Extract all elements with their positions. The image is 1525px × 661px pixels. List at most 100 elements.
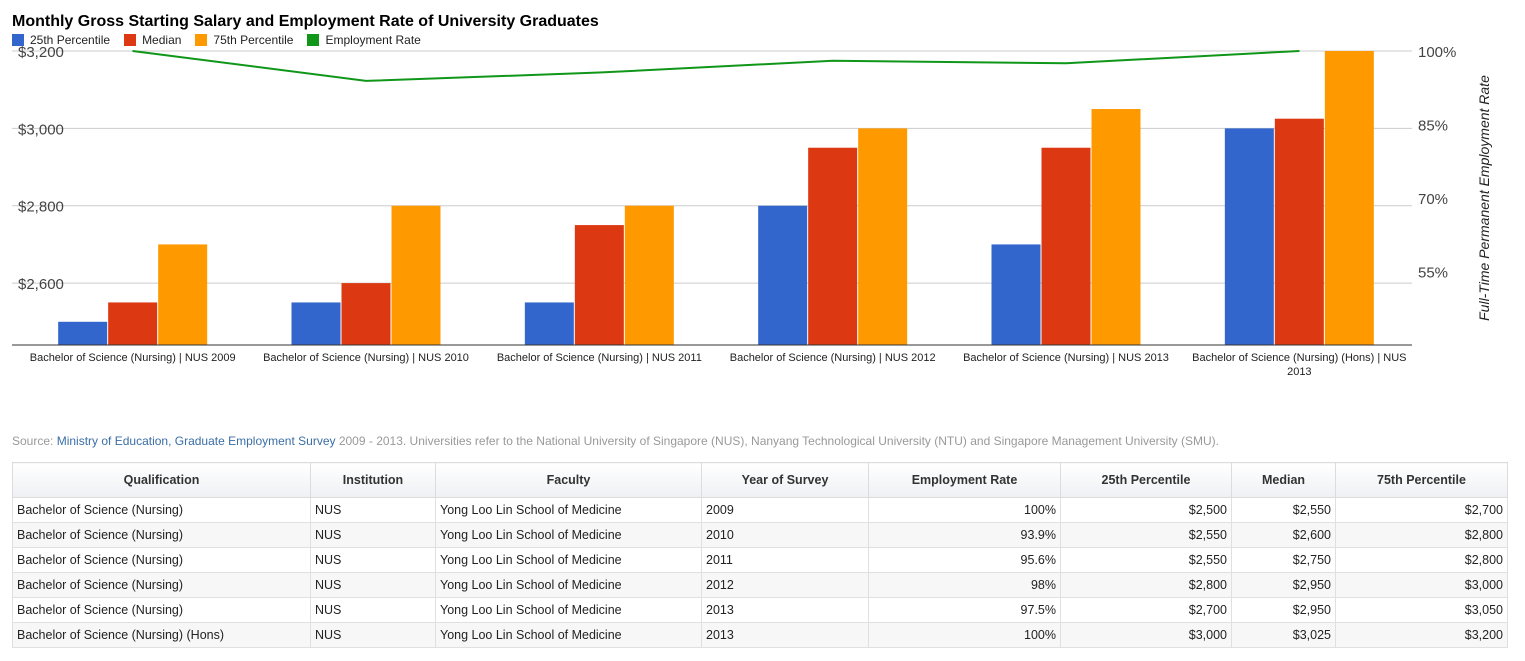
bar-2-1 — [391, 205, 441, 345]
table-cell: 95.6% — [868, 547, 1061, 573]
table-cell: Bachelor of Science (Nursing) — [12, 597, 311, 623]
legend-label: 25th Percentile — [30, 33, 111, 47]
table-cell: $2,800 — [1335, 547, 1508, 573]
column-header[interactable]: Year of Survey — [701, 462, 869, 498]
source-prefix: Source: — [12, 434, 57, 448]
column-header[interactable]: Faculty — [435, 462, 702, 498]
y-tick-label-right: 85% — [1418, 118, 1448, 135]
chart-title: Monthly Gross Starting Salary and Employ… — [12, 13, 599, 30]
table-cell: Bachelor of Science (Nursing) — [12, 522, 311, 548]
table-cell: 100% — [868, 622, 1061, 648]
legend-item-1: Median — [124, 33, 181, 47]
legend-label: Median — [142, 33, 182, 47]
table-cell: NUS — [310, 522, 436, 548]
table-cell: $2,800 — [1335, 522, 1508, 548]
table-cell: $3,050 — [1335, 597, 1508, 623]
bar-1-5 — [1274, 118, 1324, 346]
bar-2-4 — [1091, 109, 1141, 346]
table-cell: NUS — [310, 572, 436, 598]
table-cell: 98% — [868, 572, 1061, 598]
bar-2-3 — [858, 128, 908, 345]
bar-0-0 — [58, 321, 108, 345]
table-cell: 2012 — [701, 572, 869, 598]
x-tick-label: 2013 — [1287, 366, 1311, 378]
legend-item-3: Employment Rate — [307, 33, 421, 47]
table-cell: $3,000 — [1060, 622, 1232, 648]
y-tick-label-left: $3,000 — [18, 121, 64, 138]
column-header[interactable]: Institution — [310, 462, 436, 498]
x-tick-label: Bachelor of Science (Nursing) | NUS 2010 — [263, 352, 469, 364]
y-tick-label-left: $3,200 — [18, 44, 64, 61]
x-tick-label: Bachelor of Science (Nursing) | NUS 2009 — [30, 352, 236, 364]
employment-rate-point-5 — [1298, 50, 1300, 52]
table-cell: Yong Loo Lin School of Medicine — [435, 572, 702, 598]
table-cell: Bachelor of Science (Nursing) — [12, 572, 311, 598]
legend-swatch — [307, 34, 320, 46]
table-cell: $2,700 — [1060, 597, 1232, 623]
employment-rate-point-2 — [598, 72, 600, 74]
legend-item-0: 25th Percentile — [12, 33, 110, 47]
source-link[interactable]: Ministry of Education, Graduate Employme… — [56, 434, 336, 448]
table-cell: Bachelor of Science (Nursing) — [12, 497, 311, 523]
table-cell: Bachelor of Science (Nursing) (Hons) — [12, 622, 311, 648]
source-suffix: 2009 - 2013. Universities refer to the N… — [335, 434, 1219, 448]
employment-rate-line — [132, 50, 1300, 82]
y-axis-label-right: Full-Time Permanent Employment Rate — [1476, 75, 1492, 321]
employment-rate-point-0 — [132, 50, 134, 52]
table-cell: 2013 — [701, 622, 869, 648]
column-header[interactable]: 25th Percentile — [1060, 462, 1232, 498]
table-cell: $2,700 — [1335, 497, 1508, 523]
bar-0-4 — [991, 244, 1041, 345]
table-cell: NUS — [310, 622, 436, 648]
employment-rate-point-1 — [365, 80, 367, 82]
bar-2-2 — [624, 205, 674, 345]
table-cell: Yong Loo Lin School of Medicine — [435, 522, 702, 548]
source-note: Source: Ministry of Education, Graduate … — [12, 434, 1219, 448]
legend-swatch — [195, 34, 208, 46]
table-row: Bachelor of Science (Nursing) (Hons) NUS Y… — [12, 622, 1508, 648]
table-cell: 100% — [868, 497, 1061, 523]
column-header[interactable]: 75th Percentile — [1335, 462, 1508, 498]
y-tick-label-left: $2,600 — [18, 276, 64, 293]
table-cell: $2,950 — [1231, 597, 1336, 623]
table-cell: Yong Loo Lin School of Medicine — [435, 547, 702, 573]
table-cell: $2,550 — [1060, 547, 1232, 573]
bar-0-3 — [758, 205, 808, 345]
legend: 25th Percentile Median 75th Percentile Empl… — [12, 33, 435, 49]
bar-1-2 — [574, 225, 624, 345]
table-row: Bachelor of Science (Nursing) NUS Yong Loo… — [12, 597, 1508, 623]
column-header[interactable]: Qualification — [12, 462, 311, 498]
x-tick-label: Bachelor of Science (Nursing) (Hons) | N… — [1192, 352, 1406, 364]
table-header-row: Qualification Institution Faculty Year of S… — [12, 462, 1508, 498]
bar-2-0 — [158, 244, 208, 345]
table-cell: 93.9% — [868, 522, 1061, 548]
x-tick-label: Bachelor of Science (Nursing) | NUS 2012 — [730, 352, 936, 364]
chart-canvas: $2,600 $2,800 $3,000 $3,200 55% 70% 85% 100% Ful… — [12, 44, 1492, 378]
y-tick-label-right: 70% — [1418, 191, 1448, 208]
table-cell: $3,000 — [1335, 572, 1508, 598]
column-header[interactable]: Employment Rate — [868, 462, 1061, 498]
bar-0-1 — [291, 302, 341, 345]
legend-item-2: 75th Percentile — [195, 33, 293, 47]
employment-rate-point-3 — [832, 60, 834, 62]
table-cell: $2,950 — [1231, 572, 1336, 598]
y-tick-label-right: 55% — [1418, 265, 1448, 282]
x-tick-label: Bachelor of Science (Nursing) | NUS 2013 — [963, 352, 1169, 364]
bar-1-4 — [1041, 147, 1091, 345]
bar-1-3 — [808, 147, 858, 345]
table-row: Bachelor of Science (Nursing) NUS Yong Loo… — [12, 547, 1508, 573]
column-header[interactable]: Median — [1231, 462, 1336, 498]
legend-swatch — [124, 34, 137, 46]
table-cell: Yong Loo Lin School of Medicine — [435, 597, 702, 623]
table-cell: Bachelor of Science (Nursing) — [12, 547, 311, 573]
y-tick-label-left: $2,800 — [18, 199, 64, 216]
table-cell: $3,200 — [1335, 622, 1508, 648]
table-row: Bachelor of Science (Nursing) NUS Yong Loo… — [12, 522, 1508, 548]
x-tick-label: Bachelor of Science (Nursing) | NUS 2011 — [497, 352, 702, 364]
table-cell: $2,600 — [1231, 522, 1336, 548]
legend-swatch — [12, 34, 24, 46]
table-cell: $2,550 — [1231, 497, 1336, 523]
legend-label: 75th Percentile — [213, 33, 294, 47]
y-tick-label-right: 100% — [1418, 44, 1456, 61]
bar-0-5 — [1224, 128, 1274, 345]
